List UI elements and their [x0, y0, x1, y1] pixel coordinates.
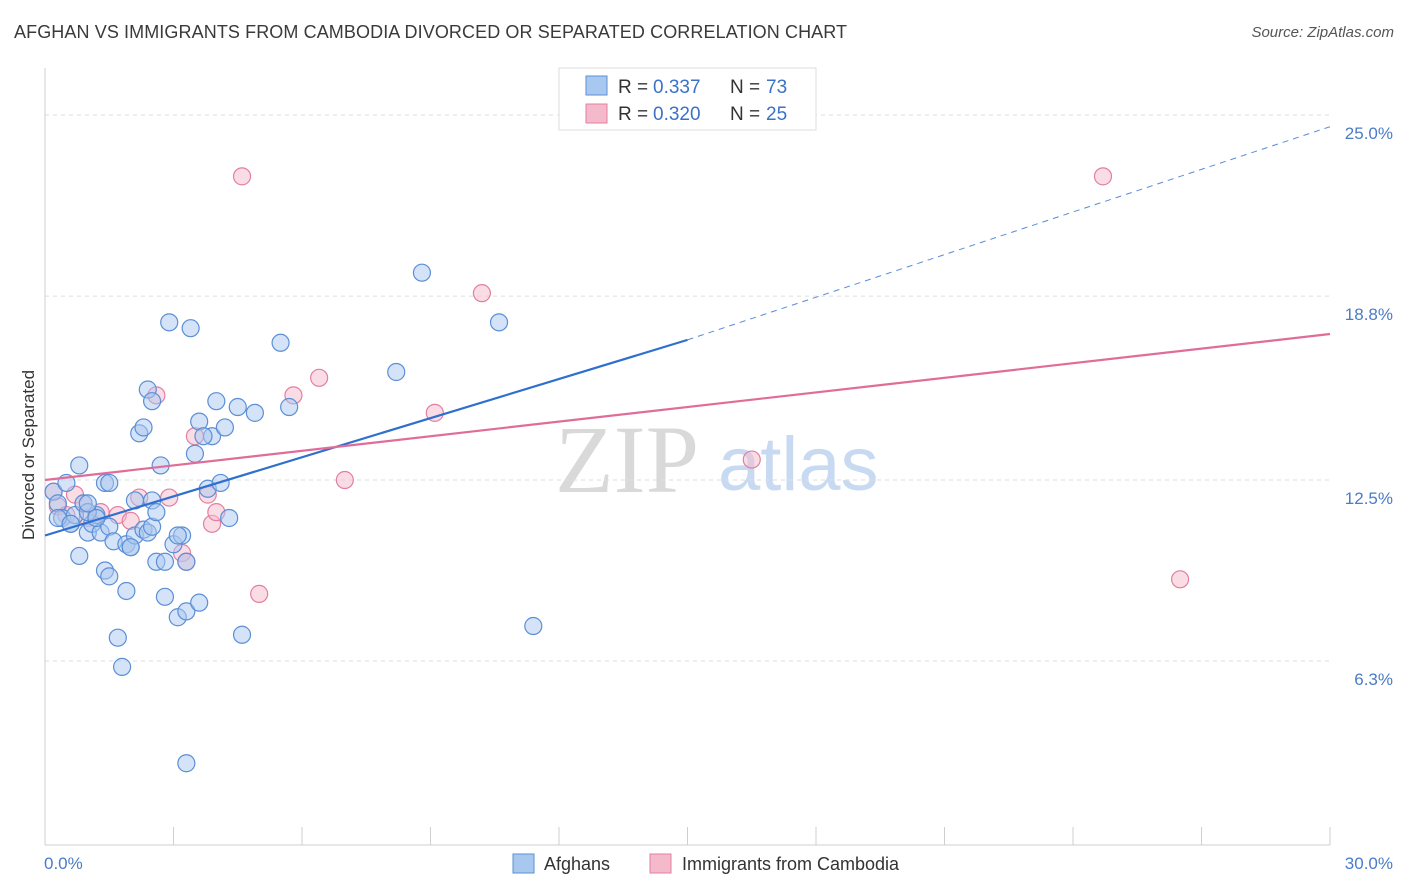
watermark-zip: ZIP [555, 406, 699, 513]
point-cambodia [472, 284, 491, 303]
x-tick-labels: 0.0% 30.0% [44, 854, 1393, 873]
series-afghans-points [44, 263, 543, 773]
point-afghans [155, 587, 175, 606]
point-afghans [181, 319, 200, 338]
point-afghans [177, 602, 196, 621]
point-afghans [160, 313, 179, 332]
bottom-legend-swatch-afghans [512, 853, 535, 874]
point-afghans [100, 473, 119, 493]
point-cambodia [1093, 167, 1113, 186]
bottom-legend-label-afghans: Afghans [544, 854, 610, 874]
point-afghans [190, 593, 209, 612]
point-afghans [245, 403, 264, 422]
bottom-legend: Afghans Immigrants from Cambodia [512, 853, 900, 874]
point-afghans [142, 392, 162, 411]
point-afghans [70, 456, 89, 475]
point-afghans [121, 538, 140, 557]
point-afghans [207, 392, 226, 411]
point-cambodia [250, 584, 269, 603]
point-afghans [271, 333, 290, 352]
trend-lines [44, 126, 1331, 537]
trend-line-afghans [44, 338, 688, 537]
legend-r-label-afghans: R = [618, 77, 648, 98]
point-afghans [147, 503, 166, 522]
point-afghans [232, 625, 252, 644]
legend-r-value-afghans: 0.337 [653, 77, 701, 98]
point-afghans [112, 657, 132, 676]
point-cambodia [232, 167, 252, 186]
axes [44, 68, 1331, 846]
trend-line-cambodia [44, 332, 1331, 482]
legend-swatch-afghans [585, 75, 608, 96]
bottom-legend-label-cambodia: Immigrants from Cambodia [682, 854, 900, 874]
point-afghans [220, 508, 239, 528]
legend-n-value-cambodia: 25 [766, 104, 787, 125]
y-tick-label: 18.8% [1345, 305, 1393, 324]
point-cambodia [310, 368, 329, 387]
chart-title: AFGHAN VS IMMIGRANTS FROM CAMBODIA DIVOR… [14, 22, 848, 42]
grid-lines [45, 114, 1330, 662]
x-tick-label: 30.0% [1345, 854, 1393, 873]
y-tick-label: 6.3% [1354, 670, 1393, 689]
point-cambodia [742, 450, 761, 469]
legend-n-label-cambodia: N = [730, 104, 760, 125]
point-afghans [524, 616, 543, 636]
point-afghans [70, 546, 89, 566]
y-tick-labels: 6.3% 12.5% 18.8% 25.0% [1345, 124, 1393, 689]
point-afghans [177, 754, 196, 773]
point-cambodia [335, 470, 354, 490]
point-afghans [108, 628, 127, 647]
point-afghans [168, 526, 187, 545]
point-afghans [215, 418, 234, 437]
point-afghans [155, 552, 175, 571]
point-afghans [177, 552, 196, 571]
legend-n-value-afghans: 73 [766, 77, 787, 98]
legend-r-value-cambodia: 0.320 [653, 104, 701, 125]
legend-r-label-cambodia: R = [618, 104, 648, 125]
point-afghans [228, 397, 247, 417]
legend-box: R = 0.337 N = 73 R = 0.320 N = 25 [558, 67, 817, 131]
bottom-legend-swatch-cambodia [649, 853, 672, 874]
legend-n-label-afghans: N = [730, 77, 760, 98]
y-tick-label: 12.5% [1345, 489, 1393, 508]
point-afghans [100, 567, 119, 586]
y-axis-label: Divorced or Separated [19, 370, 38, 540]
watermark-atlas: atlas [718, 422, 879, 507]
trend-line-afghans-extension [687, 126, 1331, 341]
point-afghans [387, 362, 406, 382]
point-afghans [117, 581, 136, 601]
point-afghans [185, 444, 205, 463]
point-afghans [412, 263, 432, 282]
point-afghans [134, 418, 153, 437]
point-afghans [489, 313, 509, 332]
point-afghans [194, 427, 213, 446]
point-afghans [78, 494, 97, 513]
series-cambodia-points [44, 167, 1190, 603]
source-label: Source: ZipAtlas.com [1251, 24, 1394, 41]
y-tick-label: 25.0% [1345, 124, 1393, 143]
point-cambodia [1170, 570, 1190, 589]
legend-swatch-cambodia [585, 103, 608, 124]
point-afghans [280, 397, 299, 417]
x-tick-label: 0.0% [44, 854, 83, 873]
